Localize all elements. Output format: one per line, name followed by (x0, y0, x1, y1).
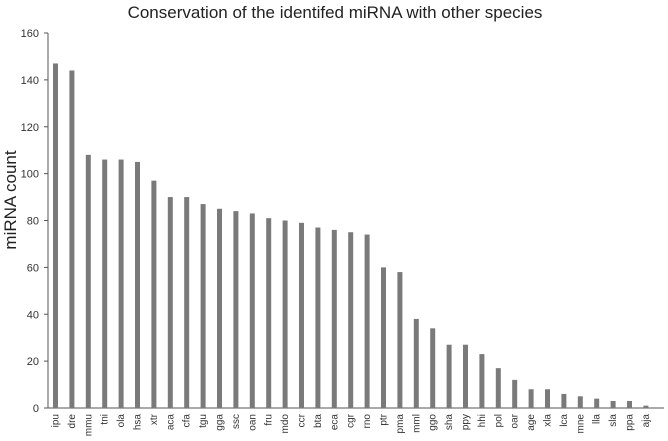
x-tick-label-ipu: ipu (51, 414, 62, 427)
bar-mml (413, 318, 419, 408)
x-tick-labels: ipu dre mmu tni ola hsa xtr aca cfa tgu gga ssc oan f… (51, 413, 652, 436)
bar-age (528, 389, 534, 408)
bar-lca (561, 393, 567, 408)
bar-aca (167, 197, 173, 408)
y-tick-label: 0 (33, 403, 39, 415)
axes (44, 32, 664, 409)
y-tick-label: 80 (27, 216, 39, 228)
y-tick-label: 100 (21, 169, 39, 181)
y-tick-label: 40 (27, 309, 39, 321)
x-tick-label-oar: oar (510, 413, 521, 428)
x-tick-label-ssc: ssc (231, 414, 242, 429)
x-tick-label-ppy: ppy (461, 414, 472, 430)
bar-oan (249, 213, 255, 408)
x-tick-label-eca: eca (329, 414, 340, 431)
x-tick-label-dre: dre (67, 414, 78, 429)
bar-tni (102, 159, 108, 408)
bar-rno (364, 234, 370, 408)
x-tick-label-ggo: ggo (428, 414, 439, 431)
bar-bta (315, 227, 321, 408)
x-tick-label-pma: pma (395, 414, 406, 434)
bar-hhi (479, 354, 485, 408)
x-tick-label-sla: sla (608, 414, 619, 427)
x-tick-label-hhi: hhi (477, 414, 488, 427)
x-tick-label-oan: oan (247, 414, 258, 431)
bar-xla (545, 389, 550, 408)
x-tick-label-gga: gga (215, 414, 226, 431)
x-tick-label-lla: lla (592, 414, 603, 424)
bar-mne (577, 396, 583, 408)
bar-fru (266, 218, 272, 408)
x-tick-label-cfa: cfa (182, 414, 193, 428)
bar-gga (217, 208, 222, 408)
bar-ssc (233, 211, 239, 409)
y-tick-label: 60 (27, 262, 39, 274)
bars (53, 63, 649, 409)
bar-hsa (135, 161, 140, 408)
y-tick-label: 20 (27, 356, 39, 368)
bar-tgu (200, 204, 206, 408)
x-tick-label-mne: mne (575, 414, 586, 434)
x-tick-label-mml: mml (411, 414, 422, 433)
bar-aja (643, 405, 649, 408)
x-tick-label-bta: bta (313, 414, 324, 428)
x-tick-label-lca: lca (559, 414, 570, 427)
x-tick-label-xtr: xtr (149, 413, 160, 425)
x-tick-label-tgu: tgu (198, 414, 209, 428)
y-tick-label: 140 (21, 75, 39, 87)
bar-sha (446, 344, 452, 408)
y-axis-label: miRNA count (1, 150, 20, 249)
x-tick-label-mdo: mdo (280, 414, 291, 434)
bar-mmu (85, 154, 91, 408)
bar-ggo (430, 328, 436, 408)
bar-cfa (184, 197, 190, 408)
bar-sla (610, 400, 616, 408)
bar-xtr (151, 180, 157, 408)
x-tick-label-rno: rno (362, 414, 373, 429)
bar-mdo (282, 220, 288, 408)
x-tick-label-fru: fru (264, 414, 275, 426)
x-tick-label-pol: pol (493, 414, 504, 427)
bar-pma (397, 272, 403, 408)
bar-dre (69, 70, 75, 408)
y-tick-label: 120 (21, 122, 39, 134)
x-tick-label-ptr: ptr (379, 413, 390, 425)
x-tick-label-tni: tni (100, 414, 111, 425)
x-tick-label-aja: aja (641, 414, 652, 428)
chart-title: Conservation of the identifed miRNA with… (128, 3, 543, 22)
bar-lla (594, 398, 600, 409)
y-tick-label: 160 (21, 28, 39, 40)
bar-eca (331, 229, 337, 409)
x-tick-label-mmu: mmu (83, 414, 94, 436)
x-tick-label-ppa: ppa (625, 414, 636, 431)
x-tick-label-sha: sha (444, 414, 455, 431)
bar-ppa (627, 400, 632, 408)
bar-ptr (381, 267, 386, 409)
x-tick-label-cgr: cgr (346, 413, 357, 428)
y-tick-labels: 0 20 40 60 80 100 120 140 160 (21, 28, 39, 415)
x-tick-label-xla: xla (543, 414, 554, 427)
bar-ipu (53, 63, 58, 408)
x-tick-label-age: age (526, 414, 537, 431)
bar-pol (495, 368, 501, 408)
x-tick-label-hsa: hsa (133, 414, 144, 431)
bar-oar (512, 379, 518, 409)
bar-cgr (348, 232, 354, 408)
x-tick-label-ccr: ccr (297, 413, 308, 427)
x-tick-label-ola: ola (116, 414, 127, 428)
bar-ccr (299, 222, 304, 408)
x-tick-label-aca: aca (165, 414, 176, 431)
bar-ola (118, 159, 124, 408)
bar-ppy (463, 344, 468, 408)
